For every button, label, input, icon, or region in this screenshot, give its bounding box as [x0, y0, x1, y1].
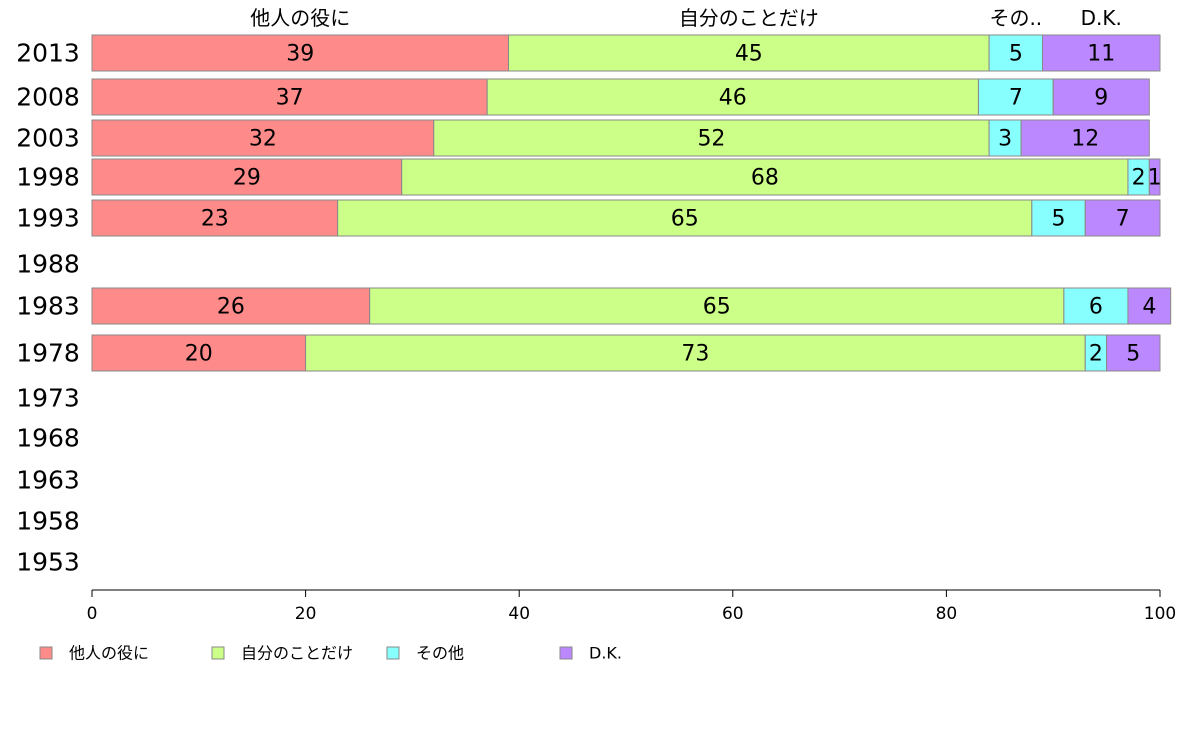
- top-label-3: D.K.: [1081, 6, 1122, 30]
- bar-value-label: 5: [1052, 207, 1066, 232]
- bar-segment-2003-3: [1020, 119, 1150, 157]
- year-label-1953: 1953: [16, 548, 80, 577]
- year-label-1968: 1968: [16, 424, 80, 453]
- bar-value-label: 65: [671, 207, 699, 232]
- x-tick-label: 40: [508, 604, 530, 624]
- bar-value-label: 11: [1087, 42, 1115, 67]
- bar-segment-2013-2: [988, 34, 1044, 72]
- bar-segment-1998-0: [91, 158, 403, 196]
- bar-segment-1983-0: [91, 287, 371, 325]
- x-tick-label: 80: [936, 604, 958, 624]
- x-tick-label: 0: [87, 604, 98, 624]
- bar-value-label: 20: [185, 342, 213, 367]
- legend-swatch-2: [386, 646, 400, 660]
- bar-segment-2013-0: [91, 34, 510, 72]
- top-label-1: 自分のことだけ: [679, 6, 819, 30]
- bar-segment-1978-1: [305, 334, 1086, 372]
- bar-segment-2003-0: [91, 119, 435, 157]
- bar-value-label: 39: [286, 42, 314, 67]
- bar-segment-2013-3: [1042, 34, 1161, 72]
- bar-segment-1983-3: [1127, 287, 1172, 325]
- bar-value-label: 68: [751, 166, 779, 191]
- legend: 他人の役に 自分のことだけ その他 D.K.: [39, 644, 622, 663]
- legend-label-3: D.K.: [589, 644, 622, 663]
- year-label-2013: 2013: [16, 39, 80, 68]
- bar-value-label: 73: [681, 342, 709, 367]
- year-label-1993: 1993: [16, 204, 80, 233]
- bar-segment-2003-1: [433, 119, 990, 157]
- top-category-labels: 他人の役に 自分のことだけ その.. D.K.: [250, 6, 1122, 30]
- bar-value-label: 32: [249, 127, 277, 152]
- top-label-2: その..: [989, 6, 1042, 30]
- bar-value-label: 1: [1148, 166, 1162, 191]
- bar-value-label: 3: [998, 127, 1012, 152]
- bar-segment-1978-0: [91, 334, 307, 372]
- bar-value-label: 52: [697, 127, 725, 152]
- year-label-1973: 1973: [16, 384, 80, 413]
- year-label-1978: 1978: [16, 339, 80, 368]
- bar-value-label: 45: [735, 42, 763, 67]
- bar-segment-1978-3: [1106, 334, 1161, 372]
- bar-segment-1993-1: [337, 199, 1033, 237]
- year-label-1983: 1983: [16, 292, 80, 321]
- legend-label-1: 自分のことだけ: [241, 644, 353, 663]
- year-label-2008: 2008: [16, 83, 80, 112]
- year-label-1958: 1958: [16, 507, 80, 536]
- bar-value-label: 65: [703, 295, 731, 320]
- bar-segment-1993-0: [91, 199, 339, 237]
- year-label-1998: 1998: [16, 163, 80, 192]
- bar-segment-1993-2: [1031, 199, 1086, 237]
- x-axis: 0 20 40 60 80 100: [87, 589, 1176, 624]
- bar-value-label: 12: [1071, 127, 1099, 152]
- legend-swatch-3: [559, 646, 573, 660]
- legend-swatch-0: [39, 646, 53, 660]
- bar-value-label: 9: [1094, 86, 1108, 111]
- bar-segment-2008-2: [977, 78, 1054, 116]
- year-label-1988: 1988: [16, 250, 80, 279]
- bar-segment-1998-1: [401, 158, 1129, 196]
- bar-value-label: 26: [217, 295, 245, 320]
- legend-label-2: その他: [416, 644, 464, 663]
- bar-value-label: 7: [1009, 86, 1023, 111]
- bar-segment-2008-0: [91, 78, 488, 116]
- year-label-1963: 1963: [16, 466, 80, 495]
- bar-value-label: 2: [1089, 342, 1103, 367]
- bar-value-label: 29: [233, 166, 261, 191]
- bar-segment-1998-3: [1148, 158, 1161, 196]
- year-labels: 2013 2008 2003 1998 1993 1988 1983 1978 1973 1968…: [16, 39, 80, 577]
- bar-value-label: 37: [276, 86, 304, 111]
- x-tick-label: 20: [295, 604, 317, 624]
- bar-segment-1993-3: [1084, 199, 1161, 237]
- bar-value-label: 5: [1126, 342, 1140, 367]
- bar-value-label: 23: [201, 207, 229, 232]
- bar-segment-2013-1: [508, 34, 990, 72]
- bar-segment-2008-1: [486, 78, 979, 116]
- x-tick-label: 100: [1144, 604, 1176, 624]
- bar-value-label: 5: [1009, 42, 1023, 67]
- legend-swatch-1: [211, 646, 225, 660]
- x-tick-label: 60: [722, 604, 744, 624]
- year-label-2003: 2003: [16, 124, 80, 153]
- top-label-0: 他人の役に: [250, 6, 350, 30]
- bar-value-label: 6: [1089, 295, 1103, 320]
- bar-value-label: 46: [719, 86, 747, 111]
- bar-value-label: 2: [1132, 166, 1146, 191]
- bar-value-label: 7: [1116, 207, 1130, 232]
- bar-value-label: 4: [1142, 295, 1156, 320]
- bar-segment-1983-1: [369, 287, 1065, 325]
- legend-label-0: 他人の役に: [69, 644, 149, 663]
- bar-segment-2008-3: [1052, 78, 1150, 116]
